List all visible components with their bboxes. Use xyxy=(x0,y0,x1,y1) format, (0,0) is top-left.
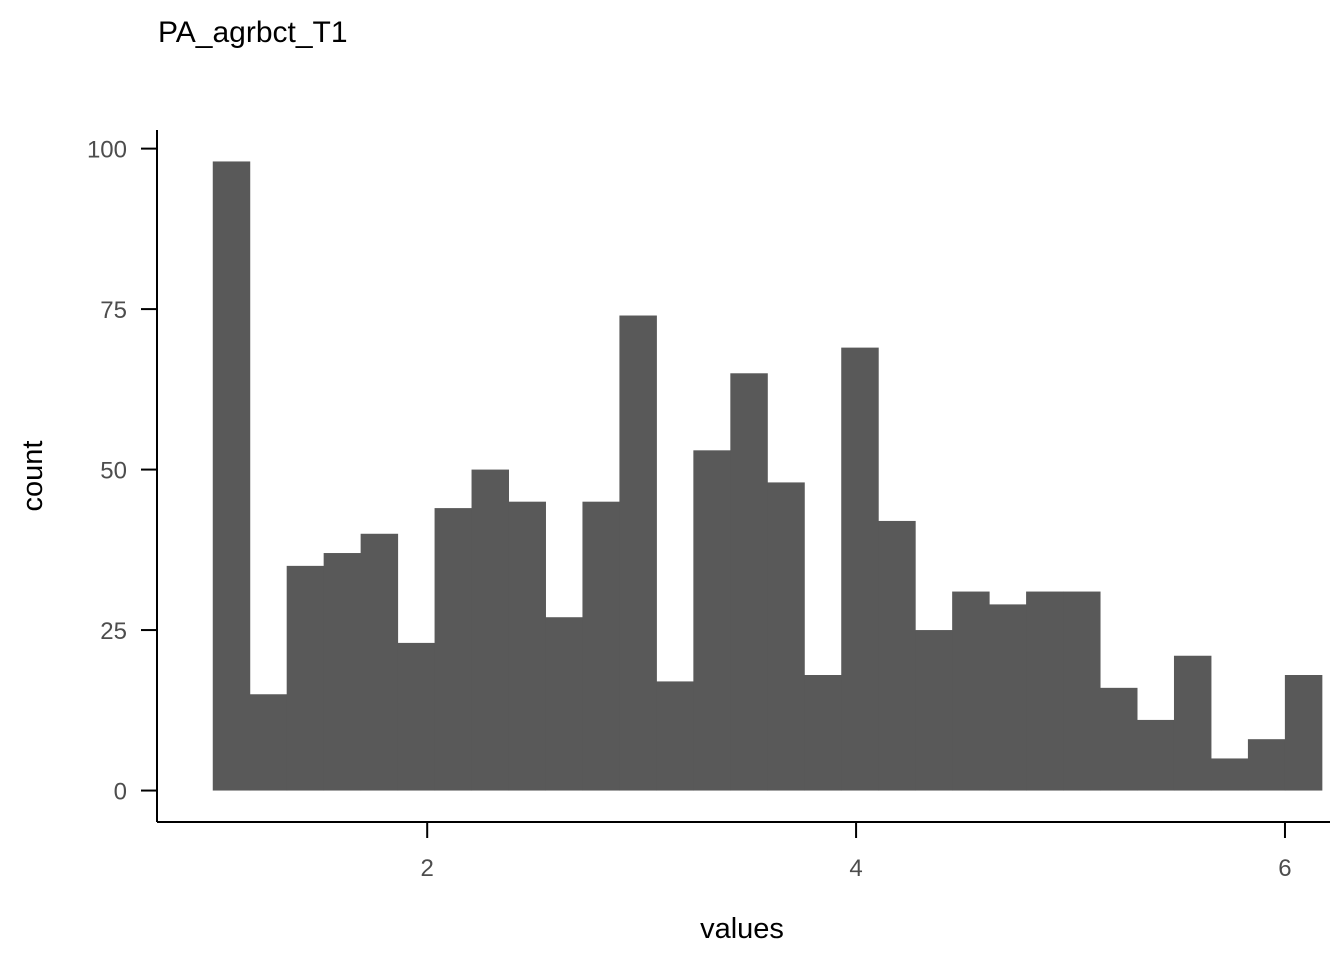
y-tick-label: 0 xyxy=(114,779,127,806)
histogram-bar xyxy=(286,565,325,791)
histogram-bar xyxy=(212,161,251,791)
histogram-bar xyxy=(582,501,620,791)
y-axis-ticks: 0 25 50 75 100 xyxy=(87,137,157,806)
x-tick-label: 6 xyxy=(1278,855,1291,882)
histogram-bar xyxy=(1173,655,1212,791)
histogram-bar xyxy=(767,482,805,791)
histogram-bar xyxy=(804,675,842,791)
histogram-bar xyxy=(841,347,879,791)
histogram-bar xyxy=(397,642,436,791)
y-tick-label: 75 xyxy=(100,297,127,324)
histogram-bar xyxy=(878,520,916,791)
histogram-bar xyxy=(1210,758,1249,791)
y-tick-label: 100 xyxy=(87,137,127,164)
histogram-bar xyxy=(619,315,657,791)
histogram-bar xyxy=(656,681,694,791)
y-axis-title: count xyxy=(17,441,49,512)
x-tick-label: 2 xyxy=(421,855,434,882)
histogram-bar xyxy=(1100,687,1138,791)
histogram-bar xyxy=(1063,591,1101,791)
histogram-bar xyxy=(471,469,510,791)
histogram-bar xyxy=(730,373,768,791)
x-axis-title: values xyxy=(700,913,784,945)
histogram-bar xyxy=(323,553,362,791)
y-tick-label: 50 xyxy=(100,458,127,485)
chart-title: PA_agrbct_T1 xyxy=(158,16,348,49)
histogram-bar xyxy=(508,501,546,791)
bars-group xyxy=(212,161,1323,791)
histogram-bar xyxy=(1247,739,1286,791)
histogram-bar xyxy=(545,617,583,791)
histogram-bar xyxy=(915,630,953,791)
histogram-bar xyxy=(693,450,731,791)
x-axis-ticks: 2 4 6 xyxy=(421,822,1292,882)
histogram-bar xyxy=(249,694,288,791)
histogram-bar xyxy=(434,508,473,791)
histogram-bar xyxy=(952,591,990,791)
histogram-bar xyxy=(1137,719,1175,791)
x-tick-label: 4 xyxy=(849,855,862,882)
histogram-bar xyxy=(360,533,399,791)
histogram-bar xyxy=(1284,675,1323,791)
histogram-bar xyxy=(1026,591,1064,791)
y-tick-label: 25 xyxy=(100,618,127,645)
histogram-bar xyxy=(989,604,1027,791)
